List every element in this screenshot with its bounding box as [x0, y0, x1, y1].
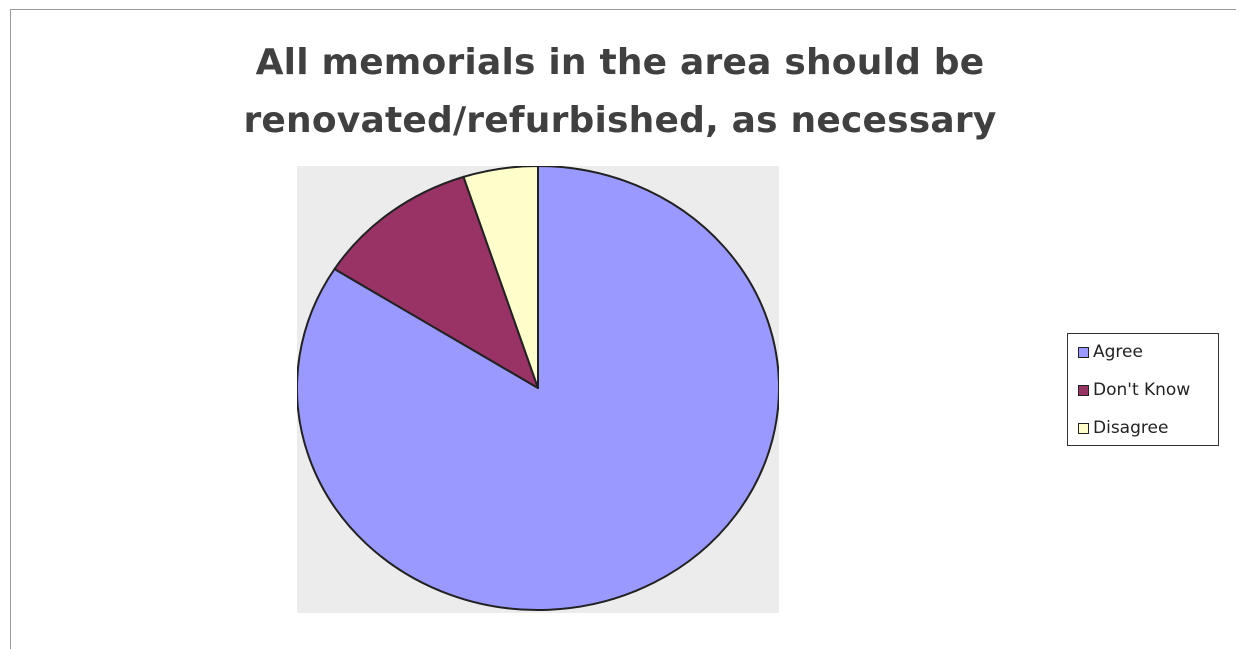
pie-slice-disagree	[462, 166, 539, 389]
chart-title-line-2: renovated/refurbished, as necessary	[243, 100, 997, 141]
plot-area	[297, 166, 779, 613]
legend: Agree Don't Know Disagree	[1067, 333, 1219, 446]
pie-slice-dont-know	[333, 175, 539, 389]
chart-title-line-1: All memorials in the area should be	[255, 42, 985, 83]
chart-title: All memorials in the area should be reno…	[140, 34, 1100, 150]
legend-label-agree: Agree	[1093, 342, 1143, 362]
legend-item-dont-know: Don't Know	[1078, 380, 1190, 400]
legend-swatch-dont-know	[1078, 384, 1089, 396]
legend-item-agree: Agree	[1078, 342, 1143, 362]
legend-label-dont-know: Don't Know	[1093, 380, 1191, 400]
pie-chart	[297, 166, 779, 611]
legend-swatch-disagree	[1078, 422, 1089, 434]
legend-item-disagree: Disagree	[1078, 418, 1168, 438]
legend-label-disagree: Disagree	[1093, 418, 1169, 438]
legend-swatch-agree	[1078, 346, 1089, 358]
chart-frame	[10, 9, 1236, 649]
